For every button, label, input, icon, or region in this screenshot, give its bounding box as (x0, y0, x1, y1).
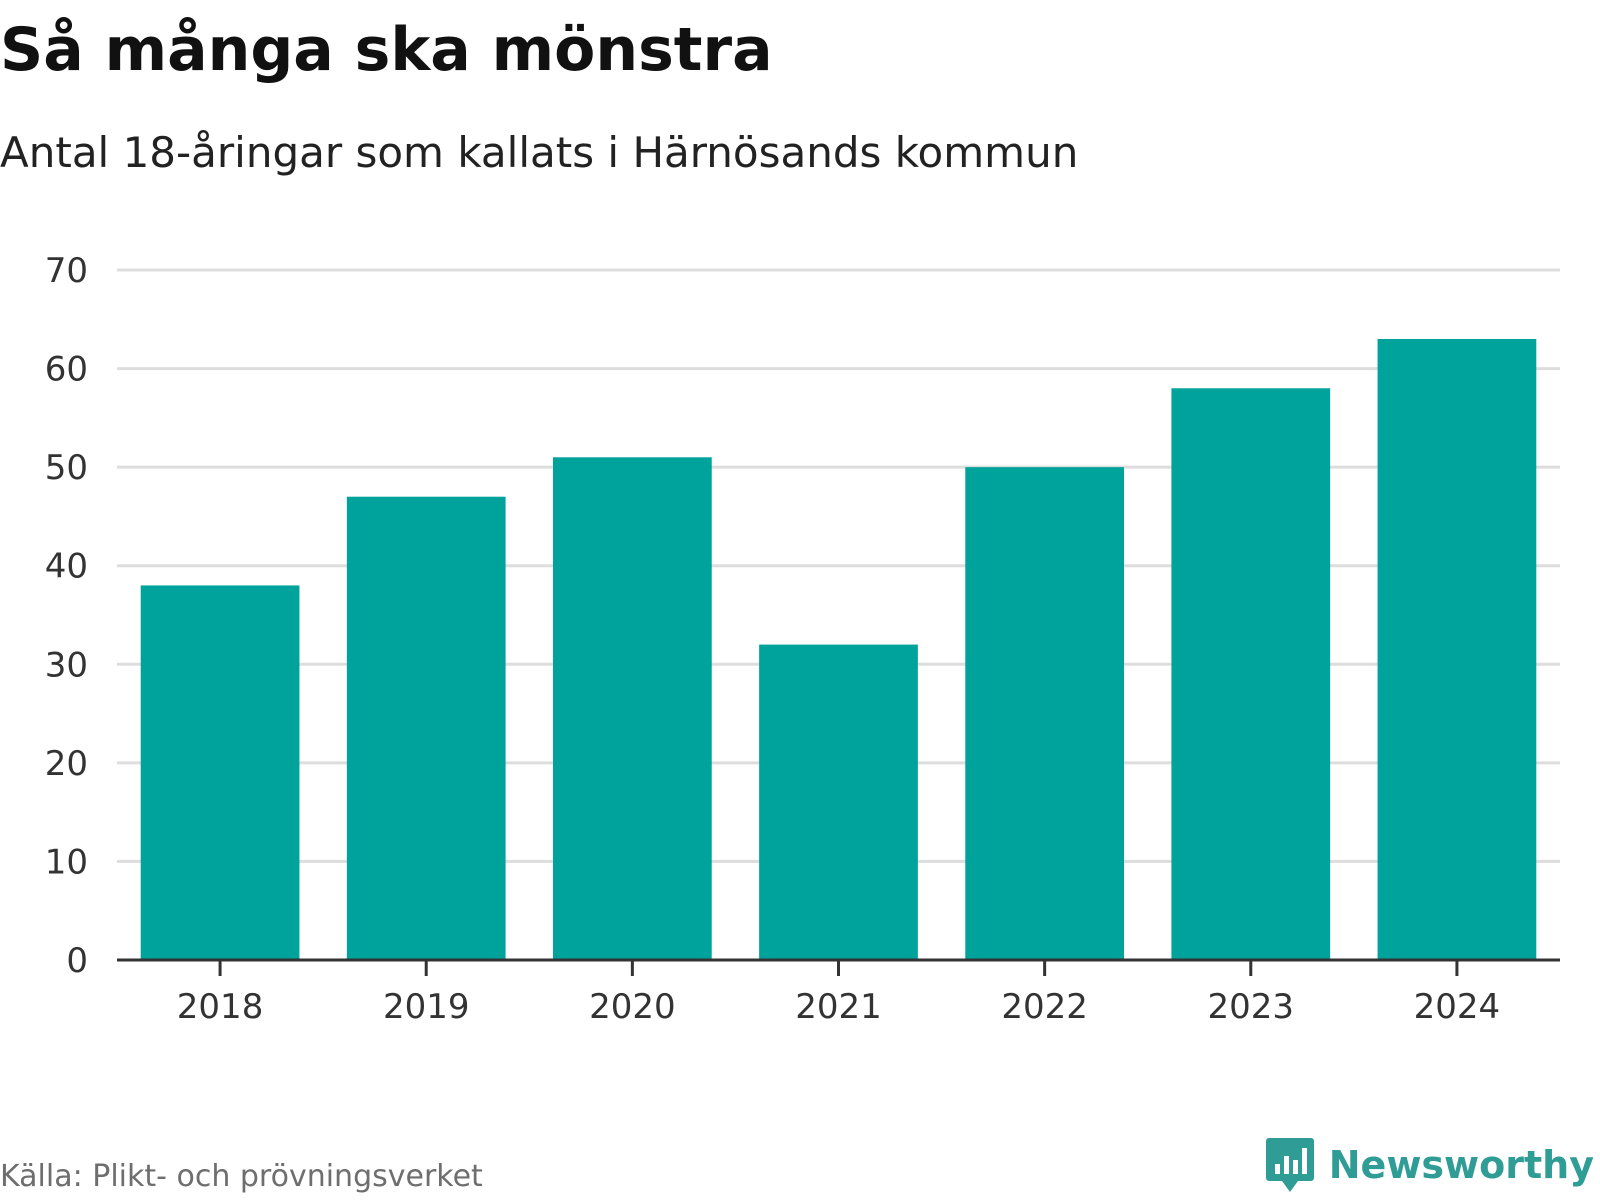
x-tick-label: 2019 (383, 987, 470, 1027)
y-tick-label: 70 (45, 251, 88, 291)
chart-title: Så många ska mönstra (0, 15, 773, 85)
y-tick-label: 40 (45, 547, 88, 587)
y-tick-label: 0 (66, 941, 88, 981)
brand: Newsworthy (1265, 1136, 1594, 1194)
bar-2019 (346, 496, 506, 960)
bar-2018 (140, 585, 300, 960)
y-tick-label: 10 (45, 842, 88, 882)
y-tick-label: 20 (45, 744, 88, 784)
bar-2024 (1377, 339, 1537, 960)
brand-name: Newsworthy (1328, 1143, 1594, 1187)
x-tick-label: 2022 (1001, 987, 1088, 1027)
bar-chart-speech-bubble-icon (1265, 1138, 1314, 1192)
bars (140, 339, 1537, 960)
y-tick-label: 30 (45, 645, 88, 685)
x-tick-label: 2018 (177, 987, 264, 1027)
source-note: Källa: Plikt- och prövningsverket (0, 1159, 483, 1194)
y-tick-label: 50 (45, 448, 88, 488)
bar-2023 (1171, 388, 1331, 960)
x-tick-label: 2020 (589, 987, 676, 1027)
bar-2020 (552, 457, 712, 960)
y-tick-label: 60 (45, 350, 88, 390)
axes: 0 10 20 30 40 50 60 70 2018 2019 2020 2021 2022 2023 2… (45, 251, 1560, 1027)
bar-2021 (759, 644, 918, 960)
x-tick-label: 2021 (795, 987, 882, 1027)
x-tick-label: 2024 (1414, 987, 1501, 1027)
x-tick-label: 2023 (1208, 987, 1295, 1027)
bar-2022 (965, 467, 1125, 960)
chart-subtitle: Antal 18-åringar som kallats i Härnösand… (0, 128, 1079, 177)
